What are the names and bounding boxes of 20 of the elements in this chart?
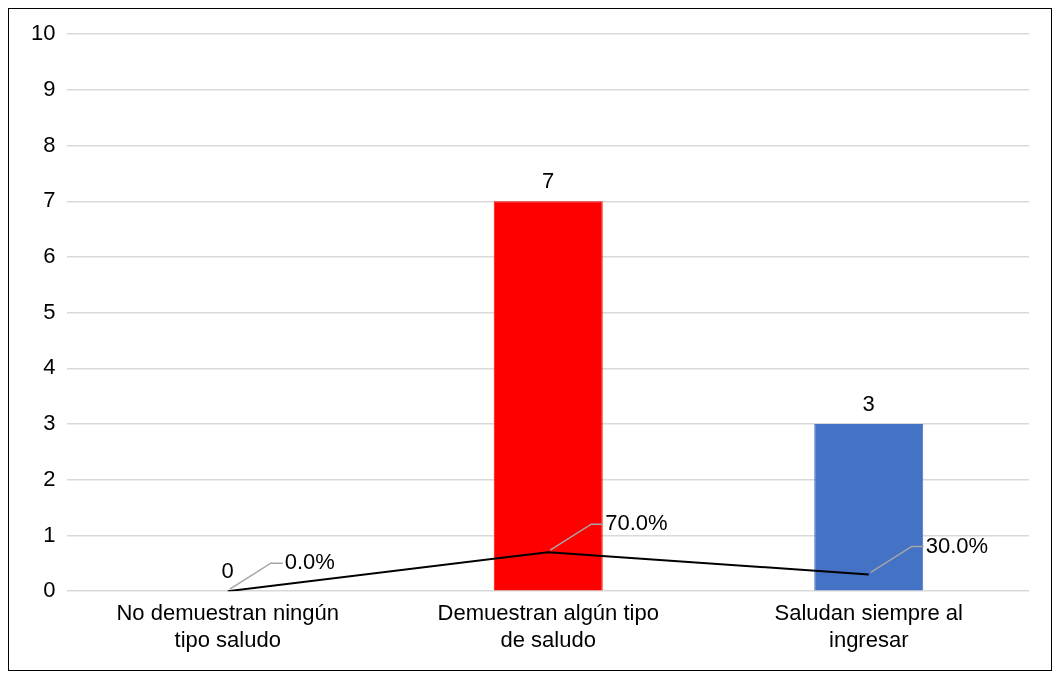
x-tick-label: No demuestran ningún tipo saludo — [116, 600, 340, 652]
y-tick-label: 3 — [43, 410, 56, 436]
y-tick-label: 0 — [43, 577, 56, 603]
y-tick-label: 7 — [43, 187, 56, 213]
y-tick-label: 2 — [43, 465, 56, 491]
data-label: 0 — [221, 558, 234, 584]
data-label: 0.0% — [284, 549, 335, 575]
y-tick-label: 8 — [43, 131, 56, 157]
data-label: 70.0% — [605, 510, 668, 536]
y-tick-label: 4 — [43, 354, 56, 380]
data-label: 3 — [862, 391, 875, 417]
data-label: 7 — [542, 168, 555, 194]
x-tick-label: Saludan siempre al ingresar — [774, 600, 963, 652]
y-tick-label: 1 — [43, 521, 56, 547]
data-label: 30.0% — [925, 532, 989, 558]
x-tick-label: Demuestran algún tipo de saludo — [437, 600, 659, 652]
y-tick-label: 10 — [30, 20, 56, 46]
y-tick-label: 6 — [43, 243, 56, 269]
y-tick-label: 5 — [43, 298, 56, 324]
y-tick-label: 9 — [43, 75, 56, 101]
